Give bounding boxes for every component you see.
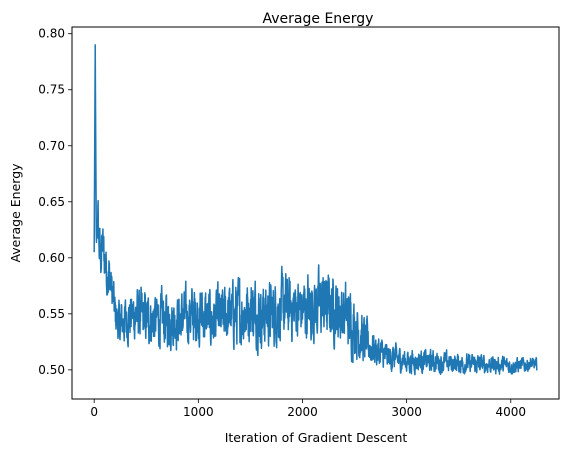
x-tick-label: 3000 [391, 405, 422, 419]
x-tick-label: 4000 [496, 405, 527, 419]
y-tick-label: 0.65 [38, 195, 65, 209]
series-line [93, 44, 538, 376]
x-tick-label: 2000 [287, 405, 318, 419]
x-axis: 0 1000 2000 3000 4000 [90, 399, 526, 419]
y-axis: 0.50 0.55 0.60 0.65 0.70 0.75 0.80 [38, 27, 72, 377]
y-tick-label: 0.70 [38, 139, 65, 153]
x-axis-label: Iteration of Gradient Descent [225, 430, 408, 445]
y-tick-label: 0.75 [38, 83, 65, 97]
y-tick-label: 0.55 [38, 307, 65, 321]
y-tick-label: 0.60 [38, 251, 65, 265]
y-tick-label: 0.80 [38, 27, 65, 41]
plot-background [72, 27, 559, 399]
y-axis-label: Average Energy [8, 163, 23, 263]
x-tick-label: 1000 [183, 405, 214, 419]
y-tick-label: 0.50 [38, 363, 65, 377]
plot-frame [71, 26, 560, 400]
plot-area [71, 26, 560, 400]
chart-title: Average Energy [263, 11, 374, 27]
x-tick-label: 0 [90, 405, 98, 419]
